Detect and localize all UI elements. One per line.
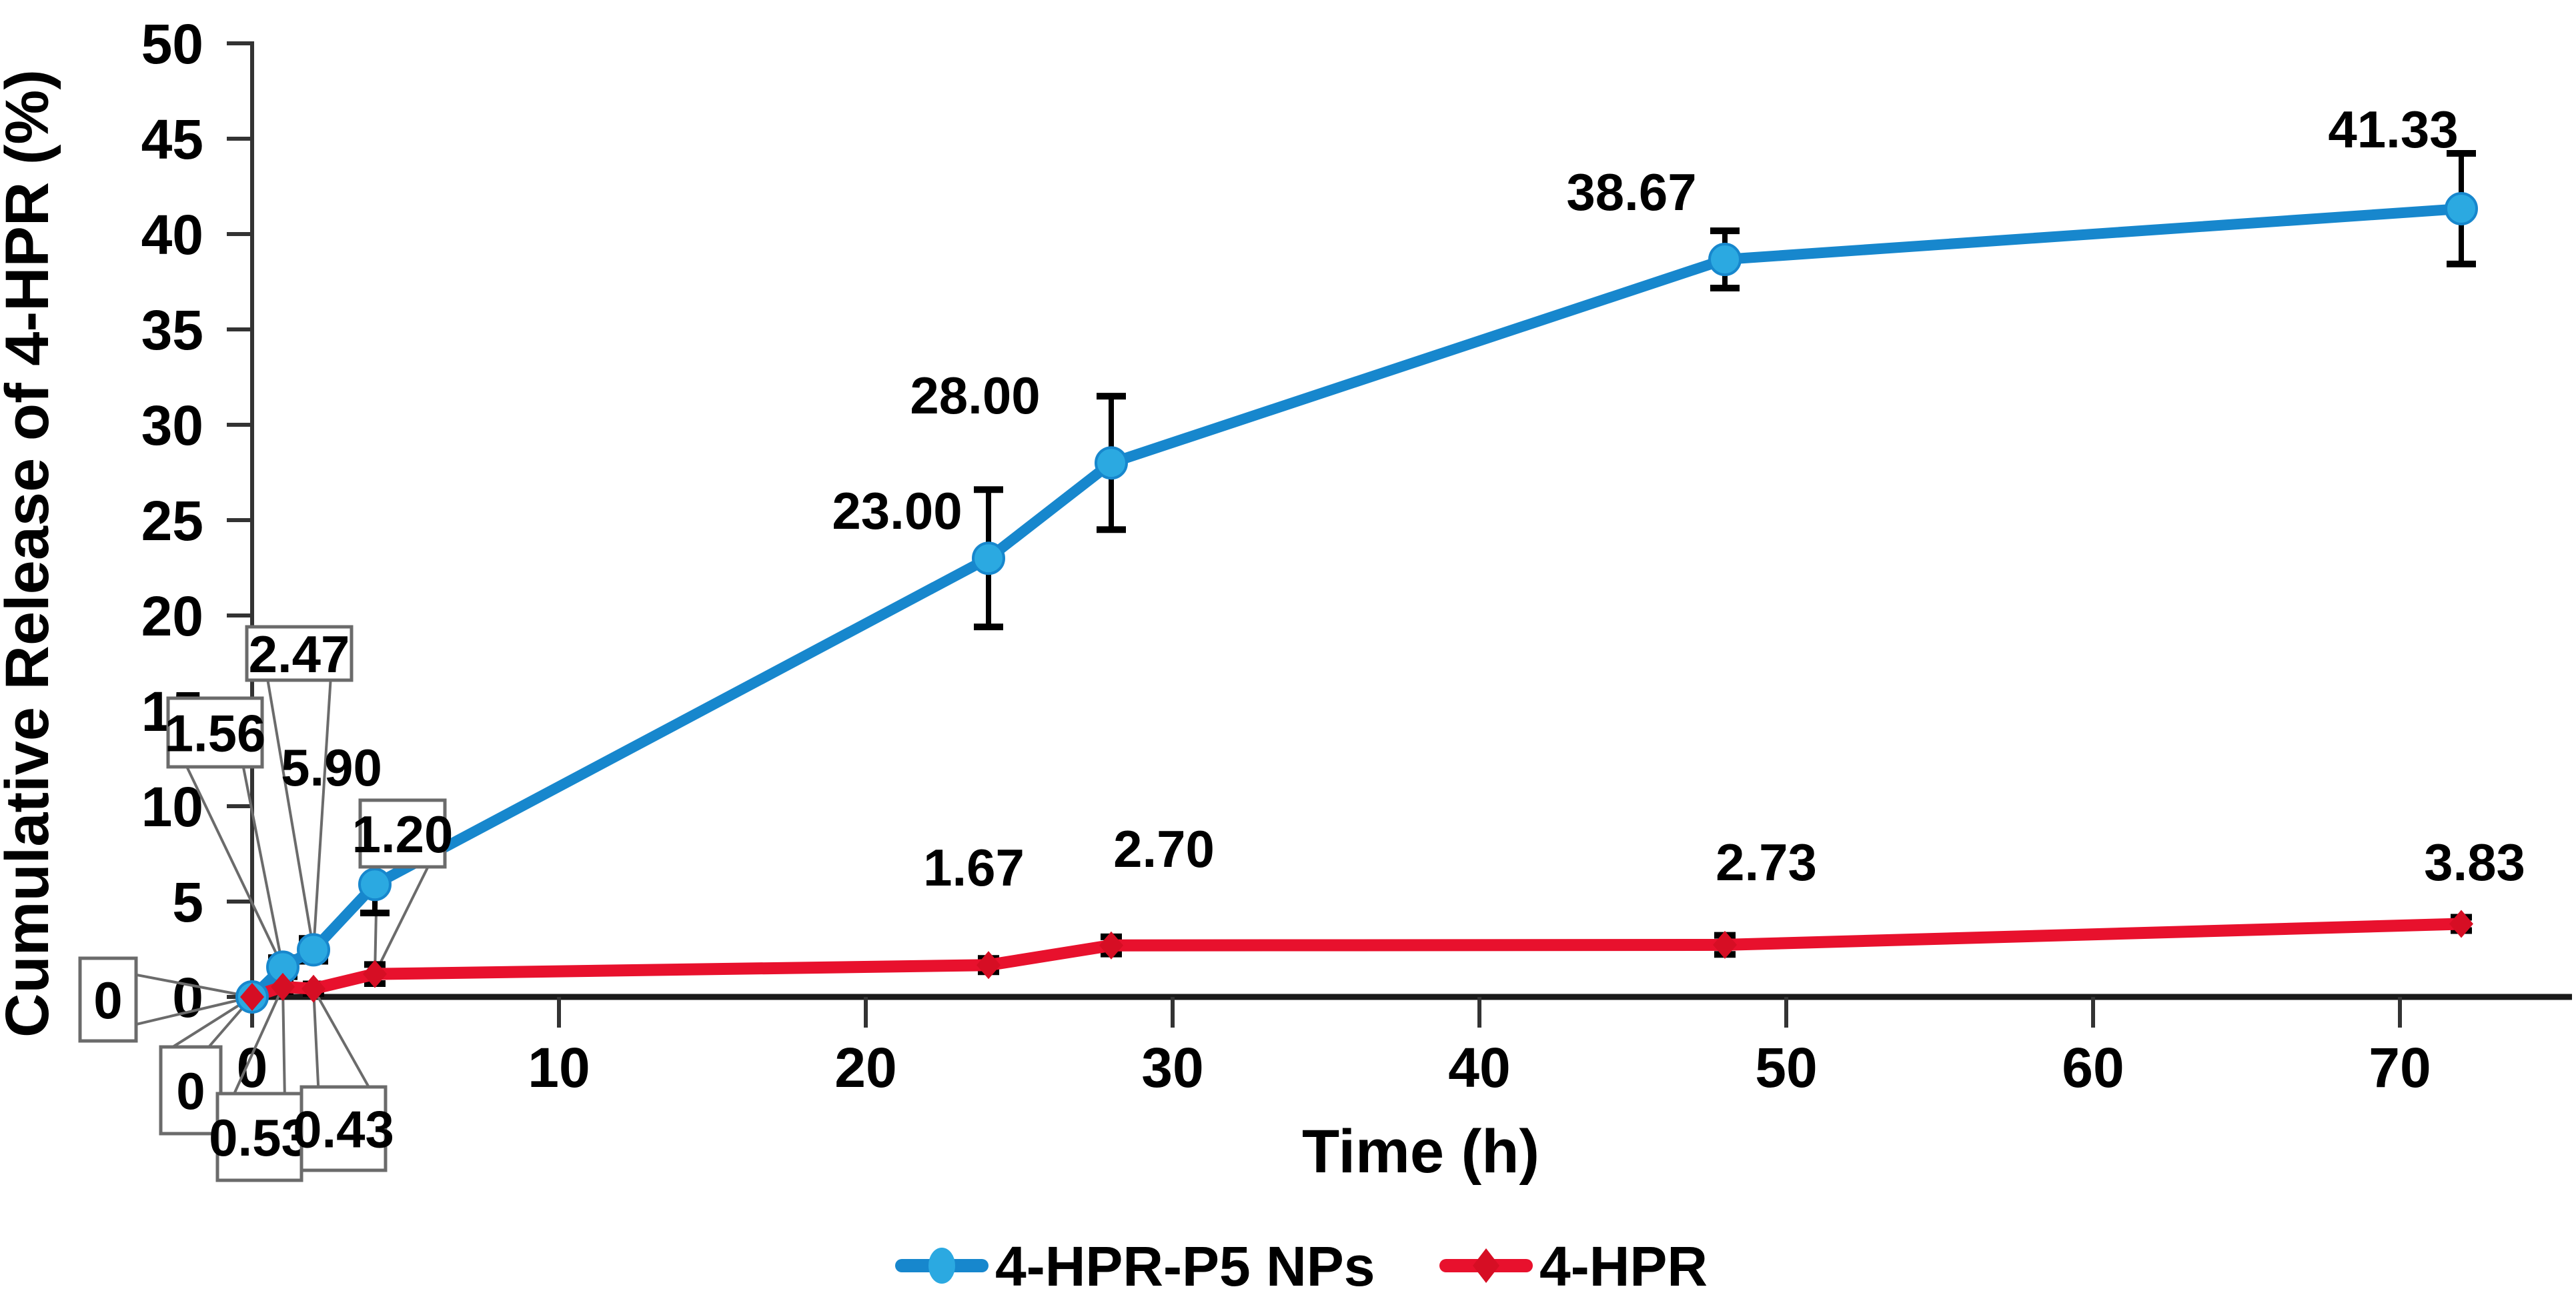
data-point-label-boxed: 2.47 — [249, 625, 350, 684]
callout-leader-line — [312, 988, 370, 1088]
data-point-label: 41.33 — [2328, 100, 2458, 159]
x-axis-tick-label: 40 — [1448, 1036, 1510, 1099]
callout-leader-line — [374, 866, 430, 975]
data-point-marker — [2449, 910, 2473, 938]
data-point-marker — [297, 933, 330, 967]
data-point-label-boxed: 1.56 — [165, 704, 266, 763]
data-point-marker — [271, 972, 295, 1001]
series-line-free-drug — [246, 918, 2467, 1003]
x-axis-tick-label: 20 — [834, 1036, 896, 1099]
callout-leader-line — [185, 766, 284, 968]
callout-box — [245, 625, 354, 682]
callout-leader-line — [135, 973, 253, 998]
callout-leader-line — [266, 680, 315, 950]
data-point-label: 2.70 — [1113, 820, 1215, 878]
x-axis-tick-label: 0 — [237, 1036, 268, 1099]
legend-label-nps: 4-HPR-P5 NPs — [995, 1235, 1375, 1298]
data-point-label: 38.67 — [1566, 163, 1696, 221]
data-point-marker — [363, 960, 387, 988]
callout-leader-line — [233, 986, 284, 1094]
data-point-label-boxed: 0 — [93, 971, 122, 1030]
data-point-marker — [358, 868, 392, 902]
legend-marker-free-drug — [1473, 1248, 1499, 1283]
y-axis-title: Cumulative Release of 4-HPR (%) — [0, 69, 61, 1038]
data-point-label-boxed: 1.20 — [352, 805, 454, 864]
y-axis-tick-label: 10 — [141, 776, 203, 838]
data-point-label-boxed: 0 — [176, 1062, 205, 1120]
data-point-marker — [1099, 931, 1123, 960]
legend-marker-nps — [928, 1248, 955, 1284]
callout-box — [166, 696, 264, 769]
data-point-label: 1.67 — [923, 838, 1025, 897]
callout-leader-line — [312, 988, 320, 1088]
y-axis-tick-label: 20 — [141, 585, 203, 647]
data-point-marker — [240, 983, 264, 1011]
data-point-label: 28.00 — [910, 366, 1040, 425]
x-axis-tick-label: 50 — [1755, 1036, 1817, 1099]
y-axis-tick-label: 50 — [141, 13, 203, 75]
data-point-marker — [301, 974, 326, 1003]
legend-label-free-drug: 4-HPR — [1539, 1235, 1708, 1298]
callout-leader-line — [241, 766, 284, 968]
callout-box — [358, 798, 447, 869]
data-point-label: 23.00 — [832, 481, 962, 540]
data-point-label: 3.83 — [2424, 833, 2525, 892]
callout-leader-line — [312, 680, 332, 950]
callout-leader-line — [281, 986, 286, 1094]
y-axis-tick-label: 40 — [141, 203, 203, 266]
data-point-label-boxed: 0.53 — [209, 1108, 310, 1167]
data-point-label: 5.90 — [281, 738, 382, 797]
callout-box — [215, 1092, 303, 1182]
x-axis-tick-label: 10 — [528, 1036, 590, 1099]
x-axis-tick-label: 30 — [1141, 1036, 1203, 1099]
x-axis-tick-label: 60 — [2062, 1036, 2124, 1099]
data-point-label-boxed: 0.43 — [293, 1100, 394, 1159]
series-line-nps — [247, 203, 2467, 1002]
y-axis-tick-label: 5 — [172, 871, 203, 934]
callout-box — [159, 1045, 223, 1136]
y-axis-tick-label: 25 — [141, 489, 203, 552]
data-point-marker — [1708, 243, 1742, 277]
y-axis-tick-label: 30 — [141, 394, 203, 457]
x-axis-tick-label: 70 — [2369, 1036, 2431, 1099]
y-axis-tick-label: 0 — [172, 966, 203, 1029]
callout-box — [299, 1085, 388, 1172]
y-axis-tick-label: 35 — [141, 299, 203, 361]
data-point-marker — [972, 541, 1005, 575]
data-point-marker — [1095, 446, 1128, 480]
callout-leader-line — [135, 996, 253, 1026]
data-point-label: 2.73 — [1716, 833, 1817, 892]
x-axis-title: Time (h) — [1302, 1118, 1539, 1186]
data-point-marker — [2445, 191, 2478, 225]
callout-box — [78, 956, 138, 1043]
y-axis-tick-label: 45 — [141, 108, 203, 171]
data-point-marker — [977, 951, 1001, 980]
data-point-marker — [1713, 930, 1737, 959]
